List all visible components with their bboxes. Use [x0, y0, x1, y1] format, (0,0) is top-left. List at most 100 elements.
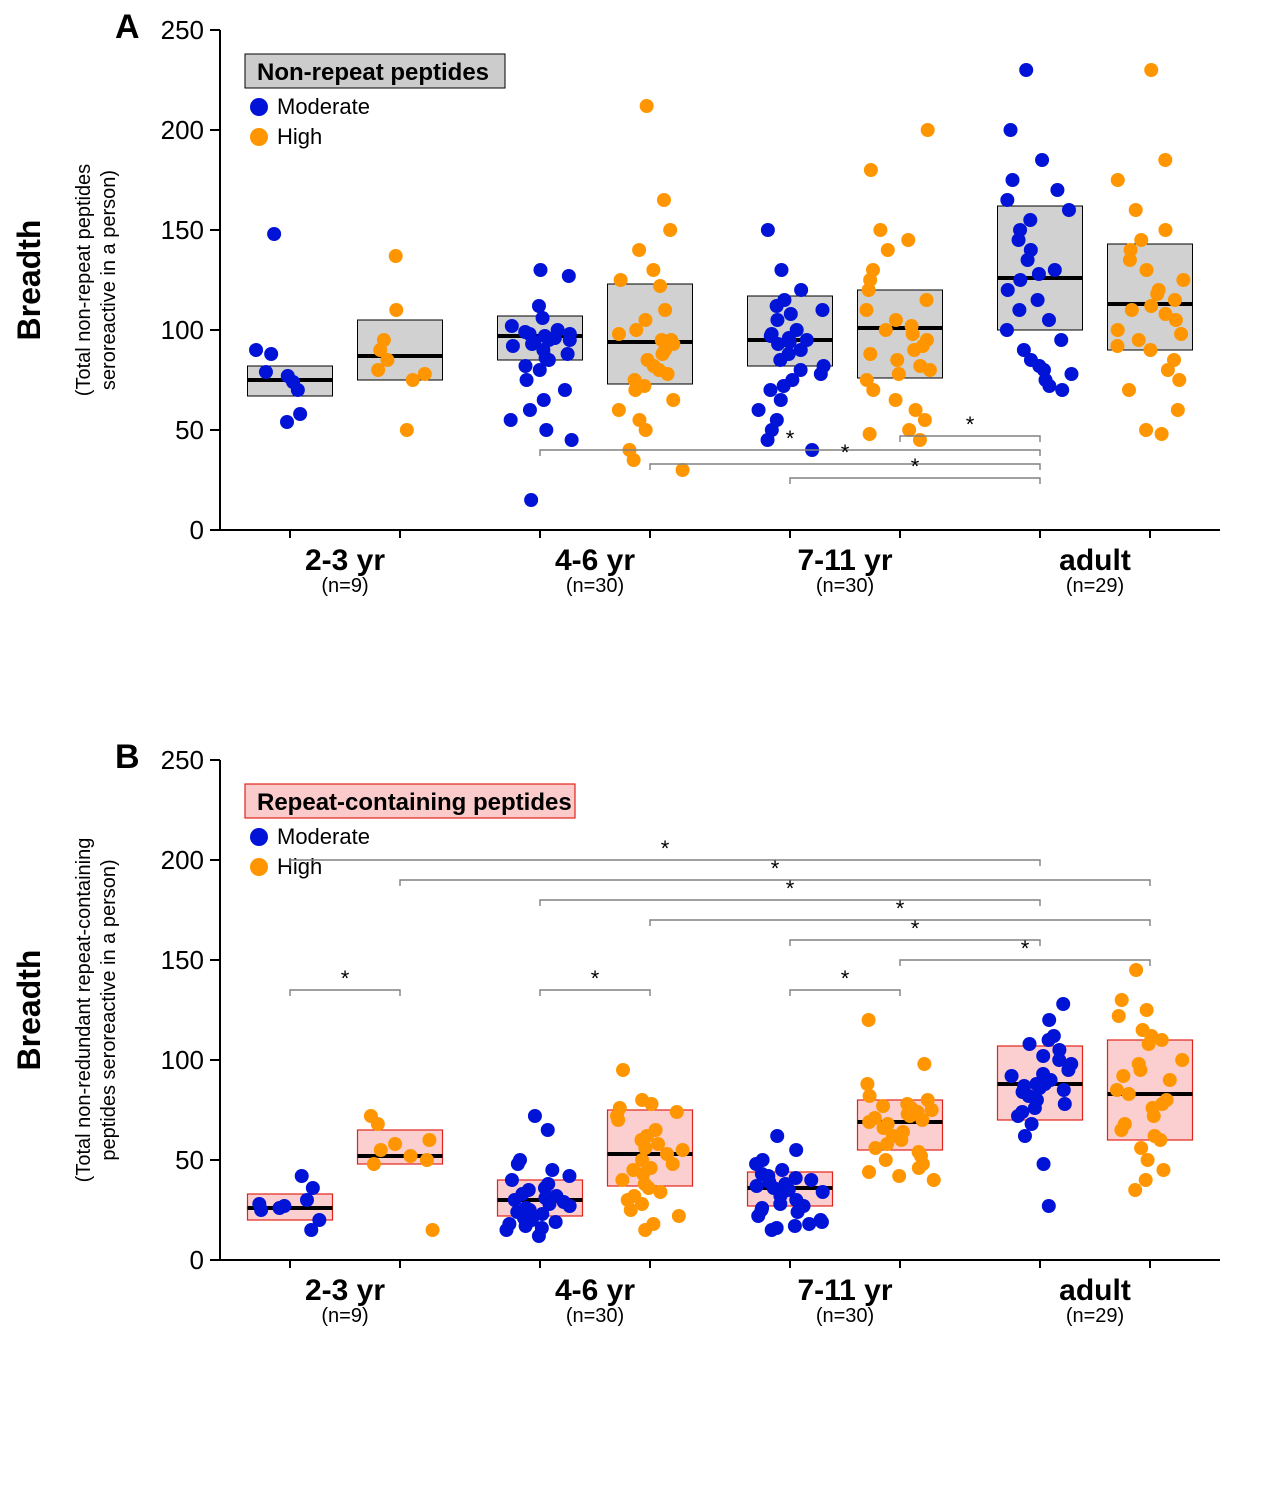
svg-text:250: 250 [161, 745, 204, 775]
data-point [371, 363, 385, 377]
data-point [1021, 253, 1035, 267]
data-point [894, 1133, 908, 1147]
data-point [562, 1169, 576, 1183]
data-point [1172, 373, 1186, 387]
data-point [1122, 1087, 1136, 1101]
data-point [291, 383, 305, 397]
data-point [815, 1215, 829, 1229]
data-point [1168, 293, 1182, 307]
data-point [879, 1153, 893, 1167]
data-point [802, 1217, 816, 1231]
svg-text:*: * [786, 426, 795, 451]
data-point [532, 299, 546, 313]
data-point [890, 353, 904, 367]
svg-text:50: 50 [175, 415, 204, 445]
data-point [1115, 993, 1129, 1007]
data-point [1035, 153, 1049, 167]
data-point [545, 1163, 559, 1177]
legend-title: Repeat-containing peptides [257, 789, 572, 816]
data-point [868, 1141, 882, 1155]
svg-text:*: * [771, 856, 780, 881]
data-point [533, 363, 547, 377]
data-point [655, 347, 669, 361]
data-point [371, 1117, 385, 1131]
data-point [1032, 267, 1046, 281]
data-point [670, 1105, 684, 1119]
data-point [1037, 1157, 1051, 1171]
data-point [751, 1209, 765, 1223]
svg-text:200: 200 [161, 845, 204, 875]
svg-text:*: * [911, 916, 920, 941]
data-point [863, 427, 877, 441]
data-point [1133, 1063, 1147, 1077]
data-point [400, 423, 414, 437]
data-point [921, 123, 935, 137]
data-point [672, 1209, 686, 1223]
data-point [765, 1223, 779, 1237]
data-point [774, 393, 788, 407]
data-point [1141, 1153, 1155, 1167]
data-point [901, 233, 915, 247]
data-point [1169, 313, 1183, 327]
data-point [1036, 1049, 1050, 1063]
data-point [524, 493, 538, 507]
data-point [788, 1219, 802, 1233]
legend-item-label: Moderate [277, 824, 370, 849]
data-point [640, 99, 654, 113]
svg-text:(n=30): (n=30) [816, 575, 874, 597]
data-point [638, 1141, 652, 1155]
group-label: 4-6 yr [555, 1274, 635, 1307]
svg-text:200: 200 [161, 115, 204, 145]
data-point [863, 1089, 877, 1103]
data-point [563, 333, 577, 347]
data-point [814, 367, 828, 381]
group-label: 2-3 yr [305, 1274, 385, 1307]
group-label: adult [1059, 1274, 1131, 1307]
legend-swatch [250, 858, 268, 876]
data-point [862, 283, 876, 297]
data-point [367, 1157, 381, 1171]
data-point [1042, 313, 1056, 327]
data-point [628, 383, 642, 397]
data-point [1042, 1199, 1056, 1213]
data-point [913, 433, 927, 447]
data-point [541, 1123, 555, 1137]
svg-text:*: * [591, 966, 600, 991]
data-point [902, 423, 916, 437]
figure-svg: A050100150200250Breadth(Total non-repeat… [0, 0, 1263, 1500]
data-point [1019, 63, 1033, 77]
data-point [1111, 173, 1125, 187]
group-label: adult [1059, 544, 1131, 577]
data-point [777, 379, 791, 393]
data-point [1011, 1109, 1025, 1123]
y-axis-title: Breadth [11, 950, 47, 1071]
data-point [1142, 1037, 1156, 1051]
data-point [638, 1223, 652, 1237]
data-point [773, 1197, 787, 1211]
data-point [1012, 303, 1026, 317]
data-point [273, 1201, 287, 1215]
legend-swatch [250, 128, 268, 146]
data-point [1023, 213, 1037, 227]
data-point [1110, 339, 1124, 353]
data-point [1054, 333, 1068, 347]
data-point [505, 1173, 519, 1187]
data-point [1000, 323, 1014, 337]
legend-item-label: High [277, 124, 322, 149]
data-point [1116, 1069, 1130, 1083]
data-point [676, 1143, 690, 1157]
legend-item-label: High [277, 854, 322, 879]
data-point [1128, 1183, 1142, 1197]
data-point [528, 1109, 542, 1123]
svg-text:*: * [841, 966, 850, 991]
figure-container: A050100150200250Breadth(Total non-repeat… [0, 0, 1263, 1500]
data-point [645, 1097, 659, 1111]
data-point [771, 337, 785, 351]
data-point [1153, 1133, 1167, 1147]
svg-text:0: 0 [190, 515, 204, 545]
data-point [863, 347, 877, 361]
svg-text:*: * [1021, 936, 1030, 961]
data-point [1163, 1073, 1177, 1087]
data-point [1042, 1013, 1056, 1027]
data-point [866, 383, 880, 397]
